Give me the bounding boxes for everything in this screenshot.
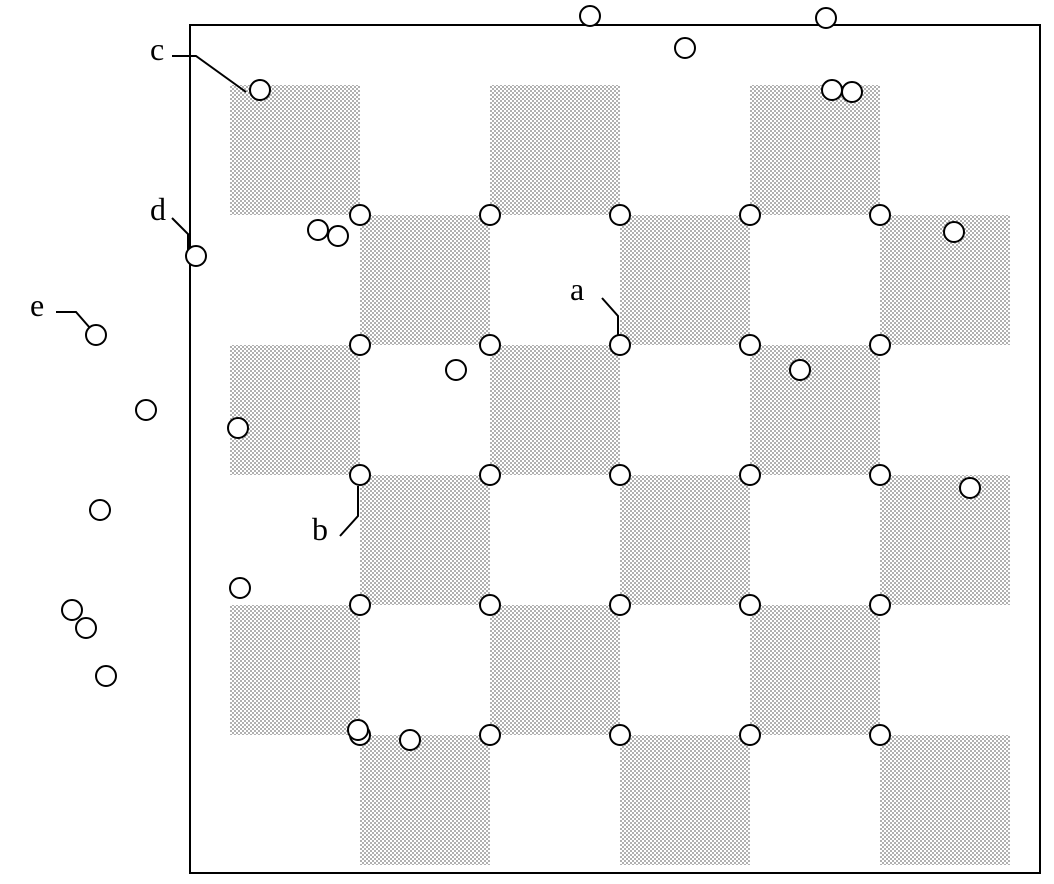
grid-circle	[740, 465, 760, 485]
grid-circle	[870, 465, 890, 485]
stray-circle	[250, 80, 270, 100]
grid-circle	[350, 205, 370, 225]
stray-circle	[228, 418, 248, 438]
grid-circle	[610, 725, 630, 745]
stray-circle	[90, 500, 110, 520]
grid-circle	[350, 335, 370, 355]
grid-circle	[870, 205, 890, 225]
grid-circle	[480, 205, 500, 225]
grid-circle	[740, 725, 760, 745]
grid-circle	[870, 725, 890, 745]
stray-circle	[960, 478, 980, 498]
grid-circle	[480, 595, 500, 615]
stray-circle	[96, 666, 116, 686]
stray-circle	[675, 38, 695, 58]
diagram-root: a b c d e	[0, 0, 1054, 884]
grid-circle	[480, 335, 500, 355]
label-c: c	[150, 31, 164, 67]
grid-circle	[610, 465, 630, 485]
label-a: a	[570, 271, 584, 307]
grid-circle	[870, 595, 890, 615]
stray-circle	[76, 618, 96, 638]
diagram-svg: a b c d e	[0, 0, 1054, 884]
stray-circle	[790, 360, 810, 380]
stray-circle	[328, 226, 348, 246]
grid-circle	[350, 465, 370, 485]
stray-circle	[348, 720, 368, 740]
stray-circle	[308, 220, 328, 240]
grid-circle	[610, 205, 630, 225]
stray-circle	[580, 6, 600, 26]
label-d: d	[150, 191, 166, 227]
grid-circle	[740, 335, 760, 355]
stray-circle	[816, 8, 836, 28]
stray-circle	[136, 400, 156, 420]
label-e: e	[30, 287, 44, 323]
grid-circle	[480, 725, 500, 745]
grid-circle	[480, 465, 500, 485]
grid-circle	[610, 595, 630, 615]
grid-circle	[740, 205, 760, 225]
grid-circle	[350, 595, 370, 615]
stray-circle	[400, 730, 420, 750]
stray-circle	[446, 360, 466, 380]
stray-circle	[62, 600, 82, 620]
stray-circle	[230, 578, 250, 598]
stray-circle	[822, 80, 842, 100]
label-b: b	[312, 511, 328, 547]
grid-circle	[740, 595, 760, 615]
grid-circle	[610, 335, 630, 355]
stray-circle	[944, 222, 964, 242]
stray-circle	[842, 82, 862, 102]
grid-circle	[870, 335, 890, 355]
